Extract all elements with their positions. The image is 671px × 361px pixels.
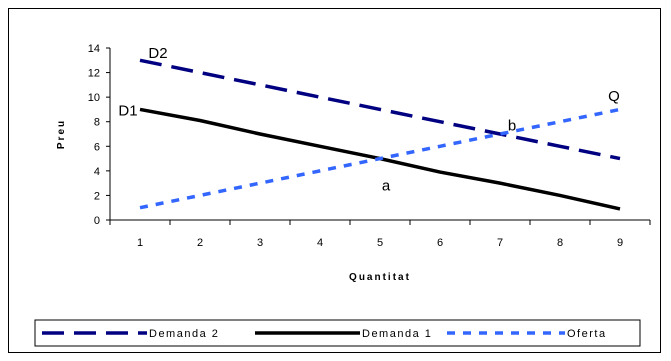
legend-label: Demanda 2 <box>149 328 219 340</box>
y-tick-label: 2 <box>94 190 100 202</box>
x-tick-label: 9 <box>617 237 623 249</box>
x-axis-title: Quantitat <box>349 272 411 283</box>
y-tick-label: 0 <box>94 215 100 227</box>
chart-frame <box>8 8 661 353</box>
axes <box>109 48 650 221</box>
y-tick-label: 10 <box>88 92 100 104</box>
legend: Demanda 2 Demanda 1 Oferta <box>34 319 641 347</box>
x-tick-label: 5 <box>377 237 383 249</box>
annotation-label: a <box>382 178 391 195</box>
annotation-label: b <box>508 117 516 134</box>
annotation-label: D2 <box>148 45 167 62</box>
y-tick-label: 6 <box>94 141 100 153</box>
y-tick-label: 14 <box>88 43 100 55</box>
x-tick-label: 1 <box>137 237 143 249</box>
x-tick-label: 2 <box>197 237 203 249</box>
y-axis-title: Preu <box>56 119 67 149</box>
series-lines <box>139 58 621 211</box>
x-tick-label: 3 <box>257 237 263 249</box>
annotations: D2 D1 Qb a <box>118 45 619 195</box>
x-tick-label: 4 <box>317 237 323 249</box>
legend-label: Demanda 1 <box>362 328 432 340</box>
series-line <box>139 107 621 210</box>
y-tick-label: 4 <box>94 166 100 178</box>
x-tick-label: 7 <box>497 237 503 249</box>
annotation-label: D1 <box>118 103 137 120</box>
series-line <box>139 58 621 161</box>
x-tick-label: 6 <box>437 237 443 249</box>
annotation-label: Q <box>608 88 620 105</box>
x-tick-label: 8 <box>557 237 563 249</box>
legend-label: Oferta <box>567 328 607 340</box>
y-tick-label: 12 <box>88 68 100 80</box>
y-tick-label: 8 <box>94 117 100 129</box>
